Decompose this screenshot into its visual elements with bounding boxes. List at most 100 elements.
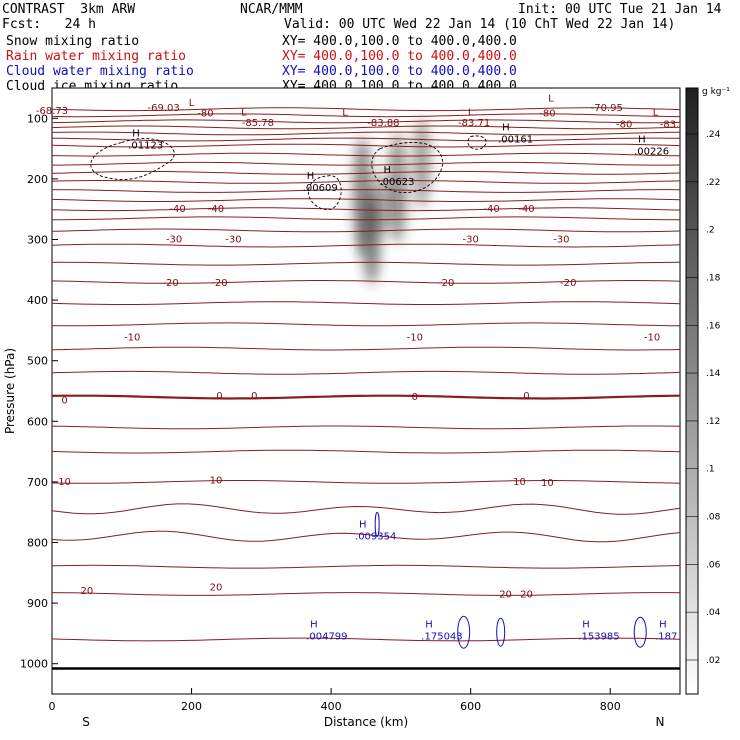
temperature-contour-line [51, 131, 681, 136]
temperature-contour-label: -20 [162, 278, 178, 289]
extremum-value: .187 [655, 631, 677, 642]
low-mark: L [189, 98, 195, 109]
temperature-contour-label: 20 [81, 586, 94, 597]
low-mark: L [342, 107, 348, 118]
snow-blob [365, 176, 394, 237]
extremum-value: .01123 [128, 141, 163, 152]
colorbar-tick-label: .2 [706, 226, 715, 236]
temperature-contour-line [51, 119, 681, 124]
y-tick-label: 1000 [20, 658, 48, 671]
temperature-contour-line [51, 301, 681, 305]
colorbar-tick-label: .16 [706, 321, 721, 331]
extremum-mark: H [383, 165, 391, 176]
temperature-contour-line [51, 198, 681, 202]
temperature-contour-label: -20 [560, 278, 576, 289]
cloud-water-contour [496, 617, 506, 647]
temperature-contour-line [51, 449, 681, 454]
temperature-contour-label: 0 [251, 391, 257, 402]
colorbar-tick-label: .18 [706, 273, 721, 283]
colorbar-tick-label: .22 [706, 178, 720, 188]
cloud-ice-contour [90, 138, 175, 180]
y-tick-label: 700 [27, 476, 48, 489]
temperature-contour-line [51, 503, 681, 515]
temperature-contour-label: -30 [166, 235, 182, 246]
temperature-contour-label: 0 [216, 391, 222, 402]
field-cloudwater-name: Cloud water mixing ratio [6, 64, 194, 79]
x-tick-label: 800 [600, 700, 621, 713]
extremum-mark: H [425, 619, 433, 630]
temperature-contour-line [51, 113, 681, 118]
temperature-contour-line [51, 137, 681, 142]
y-axis-label: Pressure (hPa) [3, 348, 17, 434]
temperature-contour-label: -68.73 [36, 106, 68, 117]
temperature-contour-line [51, 425, 681, 430]
temperature-contour-label: -80 [539, 108, 555, 119]
temperature-contour-label: 10 [58, 477, 71, 488]
cloud-water-contour [633, 616, 647, 648]
y-tick-label: 500 [27, 355, 48, 368]
extremum-value: .00609 [303, 183, 338, 194]
contour-labels: -68.73 -69.03 -80 -85.78 -83.88 -83.71 -80 -70.… [36, 103, 679, 601]
temperature-contours [51, 107, 681, 642]
temperature-contour-label: -85.78 [242, 118, 274, 129]
temperature-contour-line [51, 261, 681, 266]
temperature-contour-label: -10 [644, 333, 660, 344]
temperature-contour-line [51, 564, 681, 569]
low-mark: L [653, 107, 659, 118]
axes: 0 200 400 600 800100200300400500600700800900… [3, 112, 680, 729]
x-tick-label: 0 [49, 700, 56, 713]
forecast-hour: Fcst: 24 h [2, 17, 96, 32]
colorbar-tick-label: .02 [706, 656, 720, 666]
extremum-mark: H [359, 519, 367, 530]
temperature-contour-line [51, 152, 681, 157]
extremum-mark: H [132, 129, 140, 140]
y-tick-label: 900 [27, 597, 48, 610]
cloud-ice-contour [371, 142, 444, 193]
extremum-mark: H [659, 619, 667, 630]
y-tick-label: 300 [27, 234, 48, 247]
temperature-contour-label: 20 [499, 590, 512, 601]
cloud-ice-contour [308, 175, 342, 210]
temperature-contour-line [51, 480, 681, 484]
temperature-contour-label: -83.71 [458, 118, 490, 129]
colorbar-tick-label: .08 [706, 513, 721, 523]
temperature-contour-line [51, 207, 681, 212]
colorbar-tick-label: .06 [706, 560, 721, 570]
extremum-value: .00226 [634, 147, 669, 158]
field-snow-name: Snow mixing ratio [6, 34, 140, 49]
temperature-contour-label: -30 [225, 235, 241, 246]
temperature-contour-label: 10 [513, 477, 526, 488]
temperature-contour-label: 0 [61, 396, 67, 407]
valid-time: Valid: 00 UTC Wed 22 Jan 14 (10 ChT Wed … [284, 17, 676, 32]
temperature-contour-label: -70.95 [591, 103, 623, 114]
field-rain-name: Rain water mixing ratio [6, 49, 187, 64]
x-end-label-right: N [656, 715, 665, 729]
low-mark: L [241, 107, 247, 118]
temperature-contour-label: -40 [208, 204, 224, 215]
temperature-contour-line [52, 161, 681, 166]
extremum-mark: H [307, 171, 315, 182]
temperature-contour-label: -83.88 [367, 118, 399, 129]
temperature-contour-label: 0 [412, 392, 418, 403]
temperature-contour-label: -10 [407, 333, 423, 344]
temperature-contour-label: -30 [553, 235, 569, 246]
field-cloudwater-xy: XY= 400.0,100.0 to 400.0,400.0 [282, 64, 517, 79]
temperature-contour-line [51, 530, 681, 543]
temperature-contour-label: -69.03 [148, 103, 180, 114]
low-mark: L [468, 107, 474, 118]
colorbar-tick-label: .24 [706, 130, 721, 140]
temperature-contour-label: 20 [210, 582, 223, 593]
x-tick-label: 400 [321, 700, 342, 713]
temperature-contour-line [51, 170, 681, 175]
temperature-contour-label: 10 [210, 476, 223, 487]
cloud-ice-contours [90, 135, 487, 210]
temperature-contour-line [51, 322, 680, 327]
colorbar: g kg⁻¹ .24 .22 .2 .18 .16 .14 .12 .1 .08 .06 .04 .02 [685, 87, 730, 695]
temperature-contour-label: -83. [660, 119, 680, 130]
x-axis-label: Distance (km) [324, 715, 408, 729]
temperature-contour-line [51, 179, 681, 184]
temperature-contour-label: 0 [523, 391, 529, 402]
temperature-contour-line [51, 125, 681, 130]
extremum-value: .00161 [498, 134, 533, 145]
extremum-mark: H [310, 619, 318, 630]
